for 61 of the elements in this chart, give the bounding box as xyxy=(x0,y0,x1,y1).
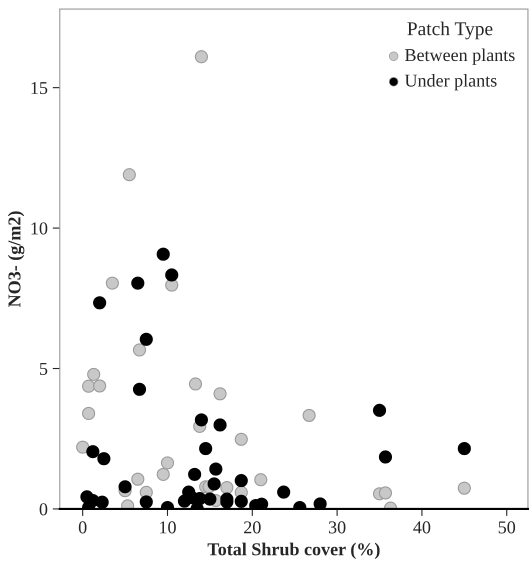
point xyxy=(86,445,100,458)
point xyxy=(106,276,119,290)
point xyxy=(140,332,153,346)
point xyxy=(194,413,208,426)
point xyxy=(82,380,96,393)
x-tick-label: 20 xyxy=(244,521,261,534)
y-tick-label: 5 xyxy=(40,362,48,375)
point xyxy=(140,495,153,508)
point xyxy=(93,296,106,310)
x-tick-label: 10 xyxy=(160,521,176,534)
x-tick-label: 0 xyxy=(78,521,86,534)
point xyxy=(156,468,170,481)
point xyxy=(254,473,268,486)
point xyxy=(255,498,268,509)
point xyxy=(234,474,248,488)
point xyxy=(234,494,248,508)
point xyxy=(87,368,100,381)
x-tick-label: 40 xyxy=(413,521,430,534)
y-tick-label: 10 xyxy=(32,222,48,235)
point xyxy=(209,462,222,476)
y-tick-label: 15 xyxy=(32,82,48,94)
y-axis-title: NO3- (g/m2) xyxy=(8,211,24,308)
legend-label: Between plants xyxy=(405,48,515,65)
legend-label: Under plants xyxy=(404,74,497,90)
point xyxy=(82,406,96,420)
point xyxy=(93,379,106,392)
point xyxy=(194,50,208,64)
point xyxy=(214,387,227,400)
point xyxy=(372,404,386,417)
point xyxy=(76,440,90,454)
point xyxy=(277,486,290,499)
legend-title: Patch Type xyxy=(407,22,492,40)
point xyxy=(458,482,471,495)
point xyxy=(160,456,174,470)
point xyxy=(97,452,110,466)
point xyxy=(132,343,146,357)
point xyxy=(234,432,248,446)
point xyxy=(302,408,316,422)
point xyxy=(131,472,144,486)
point xyxy=(208,477,221,491)
point xyxy=(378,486,392,500)
point xyxy=(199,442,212,456)
point xyxy=(203,492,216,506)
point xyxy=(165,268,178,282)
point xyxy=(96,496,109,509)
point xyxy=(220,481,234,494)
x-tick-label: 50 xyxy=(498,521,516,534)
point xyxy=(132,382,146,396)
point xyxy=(314,497,327,509)
point xyxy=(188,377,202,391)
point xyxy=(156,248,170,261)
x-axis-title: Total Shrub cover (%) xyxy=(208,542,380,560)
point xyxy=(458,442,471,456)
point xyxy=(378,450,392,464)
point xyxy=(118,480,132,494)
point xyxy=(214,418,227,432)
point xyxy=(131,276,144,290)
point xyxy=(188,468,202,481)
y-tick-label: 0 xyxy=(40,503,48,516)
x-tick-label: 30 xyxy=(328,521,346,534)
point xyxy=(122,168,136,182)
